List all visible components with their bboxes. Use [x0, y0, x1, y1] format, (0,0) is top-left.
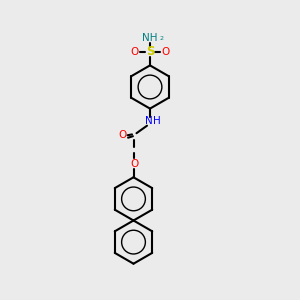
- Text: NH: NH: [142, 33, 158, 43]
- Text: $_2$: $_2$: [159, 34, 164, 43]
- Text: N: N: [145, 116, 152, 126]
- Text: O: O: [118, 130, 126, 140]
- Text: H: H: [153, 116, 160, 126]
- Text: O: O: [161, 47, 170, 57]
- Text: O: O: [130, 47, 139, 57]
- Text: O: O: [130, 159, 138, 169]
- Text: S: S: [146, 45, 154, 58]
